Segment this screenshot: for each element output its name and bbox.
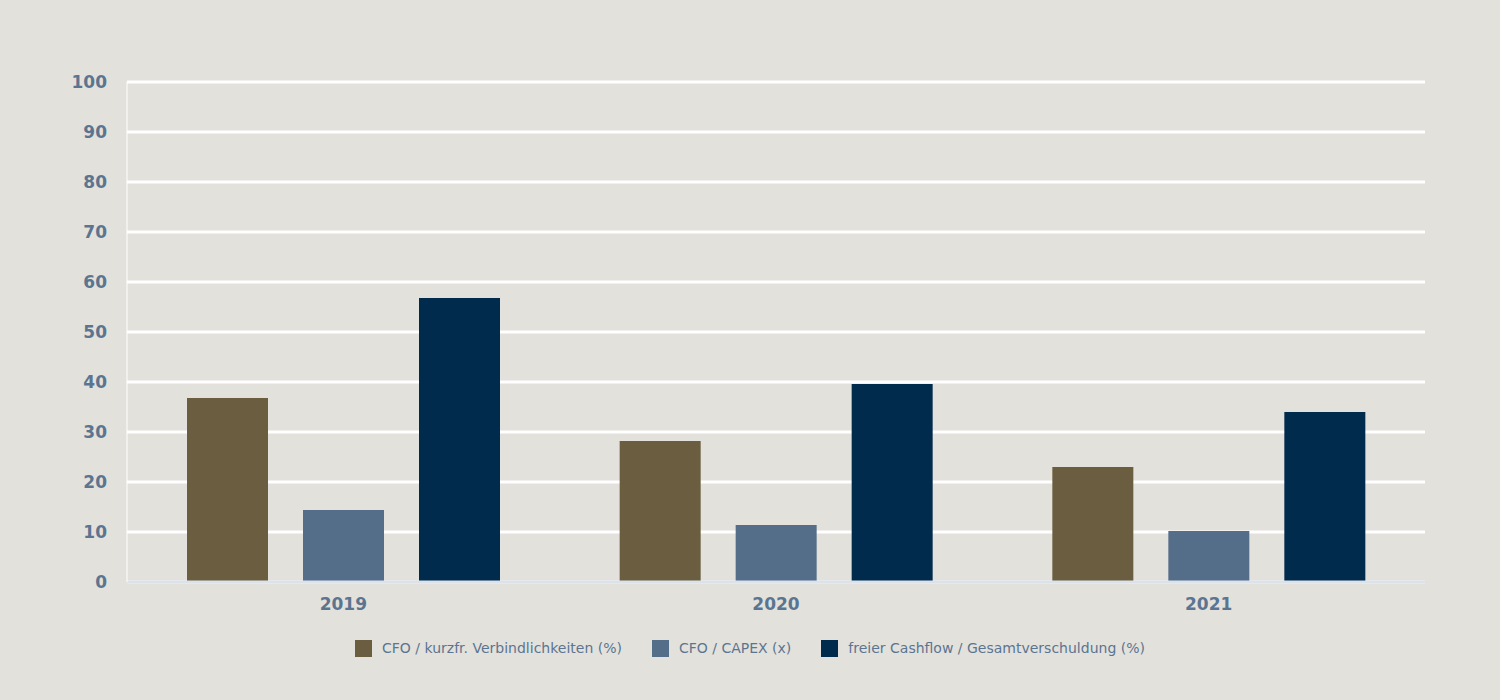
svg-text:70: 70 <box>83 222 107 242</box>
svg-text:60: 60 <box>83 272 107 292</box>
html-text:CFO / kurzfr. Verbindlichkeite: CFO / kurzfr. Verbindlichkeiten (%) <box>382 640 622 656</box>
svg-text:2021: 2021 <box>1185 594 1232 614</box>
svg-text:30: 30 <box>83 422 107 442</box>
svg-text:10: 10 <box>83 522 107 542</box>
html-text:freier Cashflow / Gesamtversch: freier Cashflow / Gesamtverschuldung (%) <box>848 640 1145 656</box>
svg-text:20: 20 <box>83 472 107 492</box>
html-text:CFO / CAPEX (x): CFO / CAPEX (x) <box>679 640 792 656</box>
svg-text:2019: 2019 <box>320 594 367 614</box>
svg-text:40: 40 <box>83 372 107 392</box>
svg-text:100: 100 <box>72 72 108 92</box>
svg-text:0: 0 <box>95 572 107 592</box>
svg-text:2020: 2020 <box>752 594 799 614</box>
svg-text:90: 90 <box>83 122 107 142</box>
svg-text:80: 80 <box>83 172 107 192</box>
svg-text:50: 50 <box>83 322 107 342</box>
